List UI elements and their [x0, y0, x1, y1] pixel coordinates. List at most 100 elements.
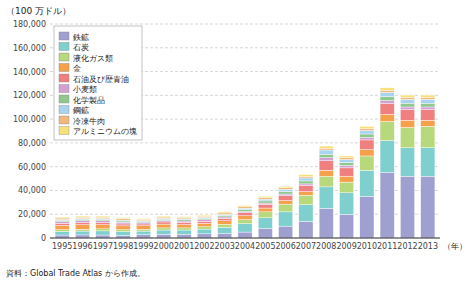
x-tick-label: 2005 [255, 242, 275, 251]
bar-segment [75, 225, 89, 230]
bar-segment [75, 223, 89, 225]
y-tick-label: 40,000 [18, 186, 46, 195]
legend-label: 鋼鉱 [73, 106, 89, 115]
legend-swatch [59, 53, 69, 61]
bar-segment [400, 148, 414, 177]
bar-segment [116, 224, 130, 226]
bar-segment [197, 229, 211, 234]
bar-segment [299, 176, 313, 178]
bar-segment [319, 161, 333, 171]
bar-segment [136, 220, 150, 222]
bar-segment [360, 130, 374, 134]
bar-segment [75, 221, 89, 223]
bar-segment [299, 221, 313, 238]
bar-segment [258, 196, 272, 197]
bar-segment [136, 229, 150, 231]
bar-segment [360, 134, 374, 138]
bar-segment [116, 219, 130, 220]
bar-segment [299, 192, 313, 196]
bar-segment [380, 104, 394, 115]
bar-segment [136, 221, 150, 222]
bar-segment [299, 195, 313, 205]
legend-label: 化学製品 [73, 96, 105, 105]
bar-segment [319, 187, 333, 208]
y-tick-label: 120,000 [13, 91, 46, 100]
bar-segment [360, 170, 374, 196]
y-axis-label: （100 万ドル） [6, 6, 71, 16]
x-tick-label: 2012 [397, 242, 417, 251]
bar-segment [258, 218, 272, 229]
bar-segment [157, 221, 171, 222]
x-tick-label: 2002 [194, 242, 214, 251]
legend-label: アルミニウムの塊 [73, 127, 137, 136]
bar-segment [380, 121, 394, 140]
bar-segment [157, 224, 171, 228]
bar-segment [55, 220, 69, 221]
bar-segment [400, 127, 414, 147]
bar-segment [299, 186, 313, 192]
bar-segment [218, 216, 232, 217]
bar-segment [238, 208, 252, 209]
bar-segment [360, 126, 374, 128]
bar-segment [400, 110, 414, 121]
bar-segment [279, 212, 293, 226]
bar-segment [421, 103, 435, 107]
bar-segment [177, 228, 191, 230]
grid-line [50, 238, 440, 239]
bar-segment [218, 212, 232, 213]
bar-segment [360, 138, 374, 140]
bar-segment [238, 207, 252, 208]
bar-segment [319, 146, 333, 148]
x-tick-label: 2000 [154, 242, 174, 251]
bar-segment [279, 188, 293, 190]
bar-segment [218, 213, 232, 214]
bar-segment [380, 90, 394, 92]
bar-segment [116, 226, 130, 230]
legend-label: 石炭 [73, 43, 89, 52]
bar-segment [157, 216, 171, 218]
bar-segment [380, 97, 394, 101]
bar-segment [218, 221, 232, 225]
bar-segment [157, 230, 171, 234]
bar-segment [218, 233, 232, 238]
bar-segment [319, 170, 333, 176]
bar-segment [400, 97, 414, 99]
bar-segment [360, 156, 374, 170]
bar-segment [218, 217, 232, 218]
bar-segment [136, 219, 150, 220]
bar-segment [136, 218, 150, 220]
bar-segment [339, 158, 353, 160]
bar-segment [116, 232, 130, 236]
x-tick-label: 1997 [93, 242, 113, 251]
bar-segment [339, 165, 353, 167]
legend: 鉄鉱石炭液化ガス類金石油及び歴青油小麦類化学製品鋼鉱冷凍牛肉アルミニウムの塊 [54, 26, 142, 140]
bar-segment [400, 107, 414, 110]
bar-segment [319, 158, 333, 161]
legend-label: 冷凍牛肉 [73, 117, 105, 126]
bar-segment [96, 231, 110, 235]
bar-segment [55, 231, 69, 235]
bar-segment [339, 193, 353, 214]
bar-segment [380, 173, 394, 238]
y-axis: 020,00040,00060,00080,000100,000120,0001… [13, 20, 440, 243]
bar-segment [299, 181, 313, 184]
bar-segment [421, 99, 435, 103]
x-axis-label: （年） [443, 242, 467, 251]
bar-segment [400, 120, 414, 127]
x-tick-label: 1995 [52, 242, 72, 251]
bar-segment [380, 114, 394, 121]
bar-segment [136, 223, 150, 224]
bar-segment [238, 213, 252, 216]
bar-segment [75, 220, 89, 221]
bar-segment [116, 222, 130, 224]
legend-swatch [59, 116, 69, 124]
legend-swatch [59, 32, 69, 40]
x-tick-label: 2011 [377, 242, 397, 251]
bar-segment [421, 97, 435, 99]
bar-segment [421, 95, 435, 97]
bar-segment [96, 229, 110, 231]
x-tick-label: 2009 [336, 242, 356, 251]
bar-segment [258, 212, 272, 218]
bar-segment [197, 234, 211, 238]
legend-swatch [59, 95, 69, 103]
